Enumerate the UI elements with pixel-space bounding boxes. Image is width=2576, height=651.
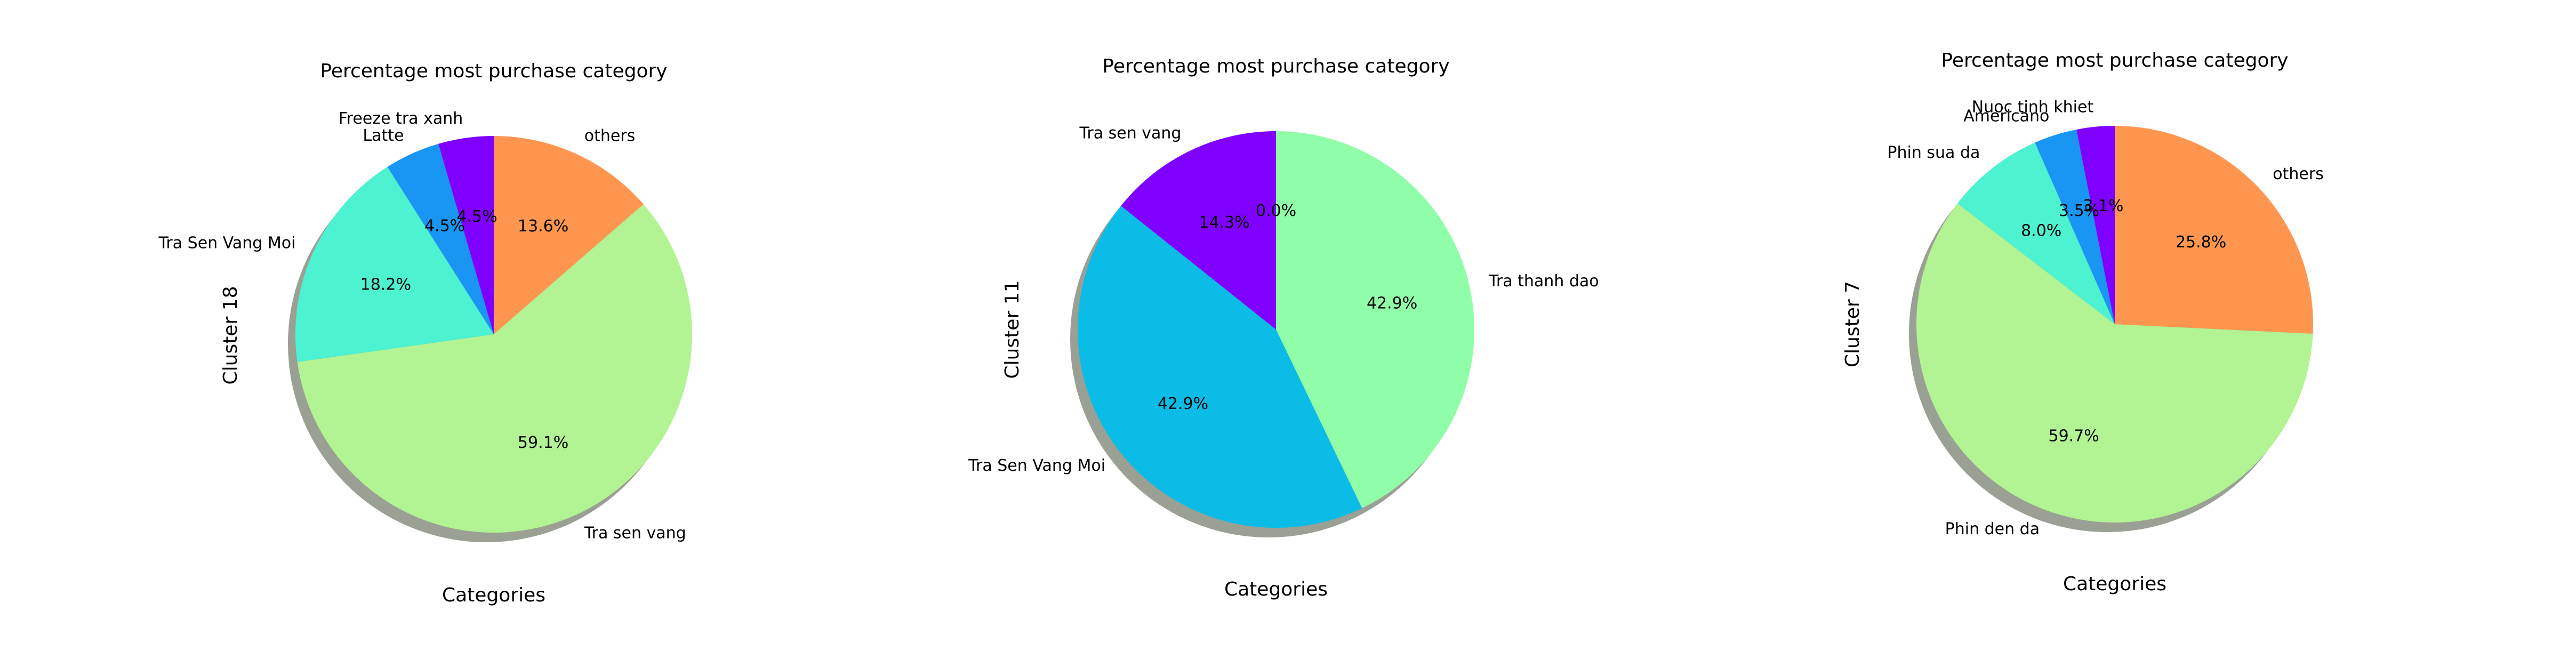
pie-category-label: Phin den da	[1945, 520, 2040, 539]
pie-chart-cluster-7: Percentage most purchase category Catego…	[1842, 50, 2324, 595]
pie-category-label: Freeze tra xanh	[339, 109, 463, 128]
pie-chart-cluster-11: Percentage most purchase category Catego…	[968, 55, 1599, 600]
chart-title: Percentage most purchase category	[320, 60, 667, 82]
pie-slices	[1078, 131, 1474, 528]
pie-category-label: Phin sua da	[1887, 143, 1980, 162]
pie-percent-label: 25.8%	[2176, 233, 2226, 252]
pie-percent-label: 14.3%	[1199, 213, 1250, 232]
pie-percent-label: 42.9%	[1158, 395, 1208, 413]
pie-percent-label: 18.2%	[360, 275, 411, 294]
pie-percent-label: 59.1%	[518, 433, 568, 452]
y-axis-label: Cluster 18	[220, 286, 242, 384]
pie-percent-label: 59.7%	[2048, 427, 2099, 446]
pie-category-label: Tra Sen Vang Moi	[158, 234, 295, 253]
x-axis-label: Categories	[2063, 573, 2166, 595]
pie-percent-label: 13.6%	[518, 217, 568, 236]
x-axis-label: Categories	[442, 584, 545, 606]
pie-slices	[1916, 126, 2313, 523]
pie-category-label: others	[2273, 165, 2324, 183]
pie-percent-label: 42.9%	[1367, 294, 1417, 312]
pie-slice	[2115, 126, 2313, 334]
pie-category-label: Tra sen vang	[584, 524, 686, 542]
pie-slices	[295, 136, 692, 533]
pie-chart-cluster-18: Percentage most purchase category Catego…	[158, 60, 692, 606]
x-axis-label: Categories	[1224, 578, 1328, 600]
pie-category-label: others	[584, 127, 636, 146]
chart-title: Percentage most purchase category	[1102, 55, 1449, 77]
pie-percent-label: 3.1%	[2083, 197, 2123, 215]
pie-category-label: Latte	[363, 126, 404, 145]
pie-category-label: Nuoc tinh khiet	[1972, 98, 2094, 117]
pie-percent-label: 8.0%	[2021, 221, 2061, 240]
pie-category-label: Tra Sen Vang Moi	[968, 456, 1105, 475]
pie-percent-label: 0.0%	[1256, 202, 1296, 220]
y-axis-label: Cluster 7	[1842, 281, 1864, 367]
pie-category-label: Tra sen vang	[1079, 124, 1181, 142]
pie-percent-label: 4.5%	[456, 207, 497, 226]
chart-title: Percentage most purchase category	[1941, 50, 2288, 71]
pie-category-label: Tra thanh dao	[1488, 272, 1599, 291]
y-axis-label: Cluster 11	[1001, 280, 1023, 379]
